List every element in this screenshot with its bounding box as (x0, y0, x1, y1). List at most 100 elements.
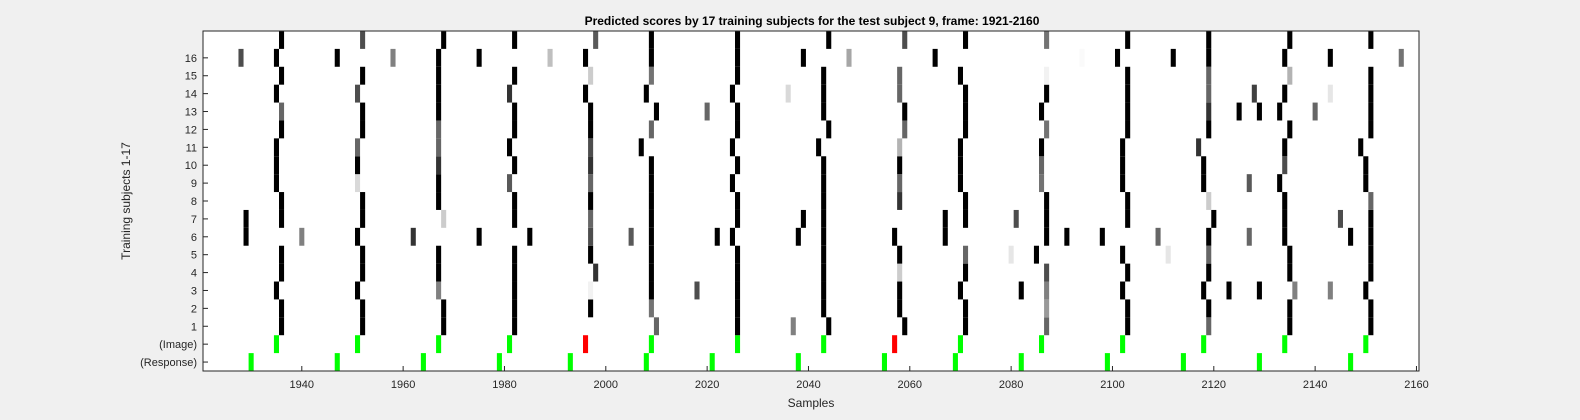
cell-row-12-x2103 (1125, 120, 1131, 139)
cell-row-13-x2133 (1277, 102, 1283, 121)
cell-row-6-x2087 (1044, 227, 1050, 246)
cell-row-13-x2119 (1206, 102, 1212, 121)
y-axis-label: Training subjects 1-17 (119, 142, 133, 260)
cell-row-6-x2147 (1348, 227, 1354, 246)
cell-row-6-x2025 (729, 227, 735, 246)
cell-row-7-x2103 (1125, 209, 1131, 228)
cell-row-3-x2043 (821, 281, 827, 300)
cell-row-2-x1997 (588, 299, 594, 318)
cell-row-8-x1936 (279, 192, 285, 210)
cell-row-14-x2058 (897, 84, 903, 103)
cell-row-13-x1967 (436, 102, 442, 121)
cell-row-10-x1997 (588, 156, 594, 175)
cell-row-12-x2135 (1287, 120, 1293, 139)
cell-row-14-x1951 (355, 84, 361, 103)
cell-row-9-x1967 (436, 174, 442, 193)
cell-row-7-x1982 (512, 209, 518, 228)
cell-row-13-x2103 (1125, 102, 1131, 121)
cell-row-17-x2119 (1206, 31, 1212, 49)
cell-row-12-x2044 (826, 120, 832, 139)
cell-row-4-x2151 (1368, 263, 1374, 282)
cell-row-11-x1951 (355, 138, 361, 157)
cell-row-15-x2070 (957, 66, 963, 85)
cell-row-image-x2057 (892, 335, 898, 354)
cell-row-7-x2043 (821, 209, 827, 228)
cell-row-15-x2103 (1125, 66, 1131, 85)
cell-row-14-x2036 (785, 84, 791, 103)
cell-row-image-x1951 (355, 335, 361, 354)
cell-row-6-x2134 (1282, 227, 1288, 246)
cell-row-17-x2071 (963, 31, 969, 49)
cell-row-5-x2119 (1206, 245, 1212, 264)
y-tick-label: 5 (191, 250, 197, 262)
cell-row-image-x2134 (1282, 335, 1288, 354)
cell-row-5-x2135 (1287, 245, 1293, 264)
cell-row-12-x2071 (963, 120, 969, 139)
cell-row-17-x1968 (441, 31, 447, 49)
cell-row-11-x2007 (638, 138, 644, 157)
cell-row-12-x1936 (279, 120, 285, 139)
cell-row-15-x2135 (1287, 66, 1293, 85)
cell-row-5-x2080 (1008, 245, 1014, 264)
cell-row-6-x1975 (476, 227, 482, 246)
x-tick-label: 2160 (1404, 379, 1428, 391)
x-tick-label: 2120 (1202, 379, 1226, 391)
cell-row-1-x2010 (653, 317, 659, 336)
cell-row-6-x2043 (821, 227, 827, 246)
cell-row-6-x2022 (714, 227, 720, 246)
cell-row-16-x1935 (273, 48, 279, 67)
cell-row-12-x2026 (735, 120, 741, 139)
cell-row-10-x2043 (821, 156, 827, 175)
cell-row-9-x1981 (507, 174, 513, 193)
cell-row-9-x2009 (648, 174, 654, 193)
cell-row-10-x2026 (735, 156, 741, 175)
cell-row-2-x2043 (821, 299, 827, 318)
cell-row-10-x1951 (355, 156, 361, 175)
cell-row-15-x2058 (897, 66, 903, 85)
cell-row-2-x2026 (735, 299, 741, 318)
cell-row-7-x2009 (648, 209, 654, 228)
cell-row-5-x1967 (436, 245, 442, 264)
cell-row-image-x1996 (583, 335, 589, 354)
cell-row-16-x2048 (846, 48, 852, 67)
cell-row-16-x2009 (648, 48, 654, 67)
cell-row-7-x1929 (243, 209, 249, 228)
cell-row-response-x2099 (1104, 353, 1110, 371)
cell-row-8-x2071 (963, 192, 969, 210)
y-tick-label: 13 (185, 107, 197, 119)
cell-row-5-x2043 (821, 245, 827, 264)
cell-row-12-x2151 (1368, 120, 1374, 139)
cell-row-5-x2009 (648, 245, 654, 264)
cell-row-6-x2098 (1099, 227, 1105, 246)
cell-row-2-x2135 (1287, 299, 1293, 318)
cell-row-13-x1982 (512, 102, 518, 121)
cell-row-6-x2067 (942, 227, 948, 246)
cell-row-14-x2143 (1327, 84, 1333, 103)
cell-row-14-x2119 (1206, 84, 1212, 103)
cell-row-16-x1958 (390, 48, 396, 67)
cell-row-17-x1982 (512, 31, 518, 49)
cell-row-8-x2026 (735, 192, 741, 210)
cell-row-13-x2125 (1236, 102, 1242, 121)
cell-row-12-x1952 (360, 120, 366, 139)
cell-row-16-x2143 (1327, 48, 1333, 67)
cell-row-10-x2102 (1120, 156, 1126, 175)
cell-row-3-x2136 (1292, 281, 1298, 300)
cell-row-17-x2026 (735, 31, 741, 49)
cell-row-12-x2059 (902, 120, 908, 139)
cell-row-8-x2087 (1044, 192, 1050, 210)
cell-row-16-x1947 (334, 48, 340, 67)
y-tick-label: 7 (191, 214, 197, 226)
cell-row-10-x2009 (648, 156, 654, 175)
cell-row-15-x2151 (1368, 66, 1374, 85)
cell-row-7-x2120 (1211, 209, 1217, 228)
cell-row-16-x2026 (735, 48, 741, 67)
cell-row-9-x2025 (729, 174, 735, 193)
cell-row-14-x1996 (583, 84, 589, 103)
cell-row-image-x1981 (507, 335, 513, 354)
cell-row-13-x2129 (1256, 102, 1262, 121)
cell-row-1-x2044 (826, 317, 832, 336)
cell-row-2-x1952 (360, 299, 366, 318)
cell-row-3-x2009 (648, 281, 654, 300)
cell-row-14-x1967 (436, 84, 442, 103)
